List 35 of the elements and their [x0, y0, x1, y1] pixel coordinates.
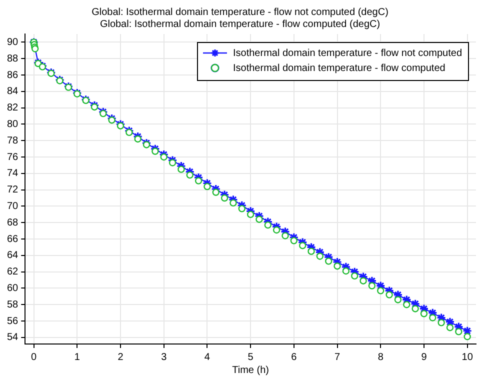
x-axis-title: Time (h) — [232, 364, 269, 376]
y-tick-label: 80 — [7, 118, 19, 130]
legend-label: Isothermal domain temperature - flow not computed — [233, 48, 462, 59]
y-tick-label: 64 — [7, 250, 19, 262]
x-tick-label: 6 — [291, 352, 298, 363]
x-tick-label: 7 — [334, 352, 340, 363]
y-tick-label: 66 — [7, 234, 19, 245]
y-tick-label: 84 — [7, 86, 19, 98]
y-tick-label: 86 — [7, 70, 19, 81]
y-tick-label: 54 — [7, 332, 19, 344]
y-tick-label: 56 — [7, 316, 19, 327]
legend-label: Isothermal domain temperature - flow computed — [233, 62, 446, 74]
y-tick-label: 72 — [7, 184, 19, 196]
chart-title: Global: Isothermal domain temperature - flow not computed (degC) — [92, 6, 388, 18]
x-tick-label: 9 — [421, 352, 428, 363]
y-tick-label: 90 — [7, 36, 19, 48]
y-tick-label: 58 — [7, 299, 19, 310]
y-tick-label: 60 — [7, 282, 19, 294]
y-tick-label: 62 — [7, 266, 19, 278]
y-tick-label: 82 — [7, 102, 19, 114]
x-tick-label: 2 — [118, 352, 124, 363]
y-tick-label: 76 — [7, 152, 19, 163]
y-tick-label: 74 — [7, 168, 19, 180]
x-tick-label: 10 — [462, 352, 474, 363]
y-tick-label: 68 — [7, 217, 19, 228]
x-tick-label: 8 — [378, 352, 384, 363]
y-tick-label: 70 — [7, 200, 19, 212]
x-tick-label: 3 — [161, 352, 168, 363]
chart-subtitle: Global: Isothermal domain temperature - flow computed (degC) — [100, 18, 380, 30]
x-tick-label: 0 — [31, 352, 38, 363]
x-tick-label: 5 — [248, 352, 254, 363]
y-tick-label: 78 — [7, 135, 19, 146]
y-tick-label: 88 — [7, 53, 19, 64]
x-tick-label: 1 — [74, 352, 80, 363]
x-tick-label: 4 — [204, 352, 210, 363]
